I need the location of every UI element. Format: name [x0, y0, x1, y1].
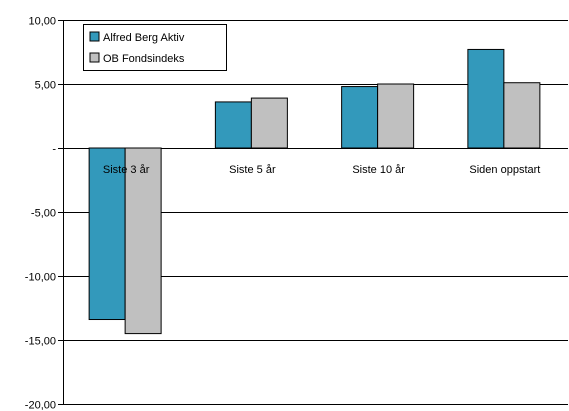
- bar-ob-fondsindeks: [250, 97, 288, 149]
- legend-label: Alfred Berg Aktiv: [103, 32, 185, 44]
- y-tick-label: -20,00: [25, 400, 56, 411]
- category-labels: Siste 3 år Siste 5 år Siste 10 år Siden opp…: [103, 164, 540, 176]
- bar-alfred-berg-aktiv: [88, 147, 126, 321]
- y-tick-label: -15,00: [25, 336, 56, 348]
- y-tick-label: -: [52, 144, 56, 156]
- y-tick-label: -5,00: [31, 208, 56, 220]
- bars: [88, 48, 541, 335]
- y-tick-labels: 10,00 5,00 - -5,00 -10,00 -15,00 -20,00: [25, 16, 57, 411]
- bar-ob-fondsindeks: [377, 83, 415, 149]
- category-label: Siste 10 år: [352, 164, 405, 176]
- bar-alfred-berg-aktiv: [214, 101, 252, 149]
- bar-ob-fondsindeks: [503, 82, 541, 149]
- category-label: Siste 5 år: [229, 164, 276, 176]
- legend-label: OB Fondsindeks: [103, 53, 185, 65]
- bar-alfred-berg-aktiv: [467, 48, 505, 149]
- legend-swatch: [89, 52, 100, 63]
- legend-swatch: [89, 31, 100, 42]
- y-tick-label: 10,00: [28, 16, 56, 28]
- category-label: Siste 3 år: [103, 164, 150, 176]
- category-label: Siden oppstart: [469, 164, 540, 176]
- bar-alfred-berg-aktiv: [341, 86, 379, 149]
- bar-ob-fondsindeks: [124, 147, 162, 335]
- y-tick-label: 5,00: [35, 80, 56, 92]
- legend-box: [83, 24, 227, 71]
- y-axis: [58, 20, 64, 405]
- y-tick-label: -10,00: [25, 272, 56, 284]
- legend: Alfred Berg Aktiv OB Fondsindeks: [83, 24, 227, 71]
